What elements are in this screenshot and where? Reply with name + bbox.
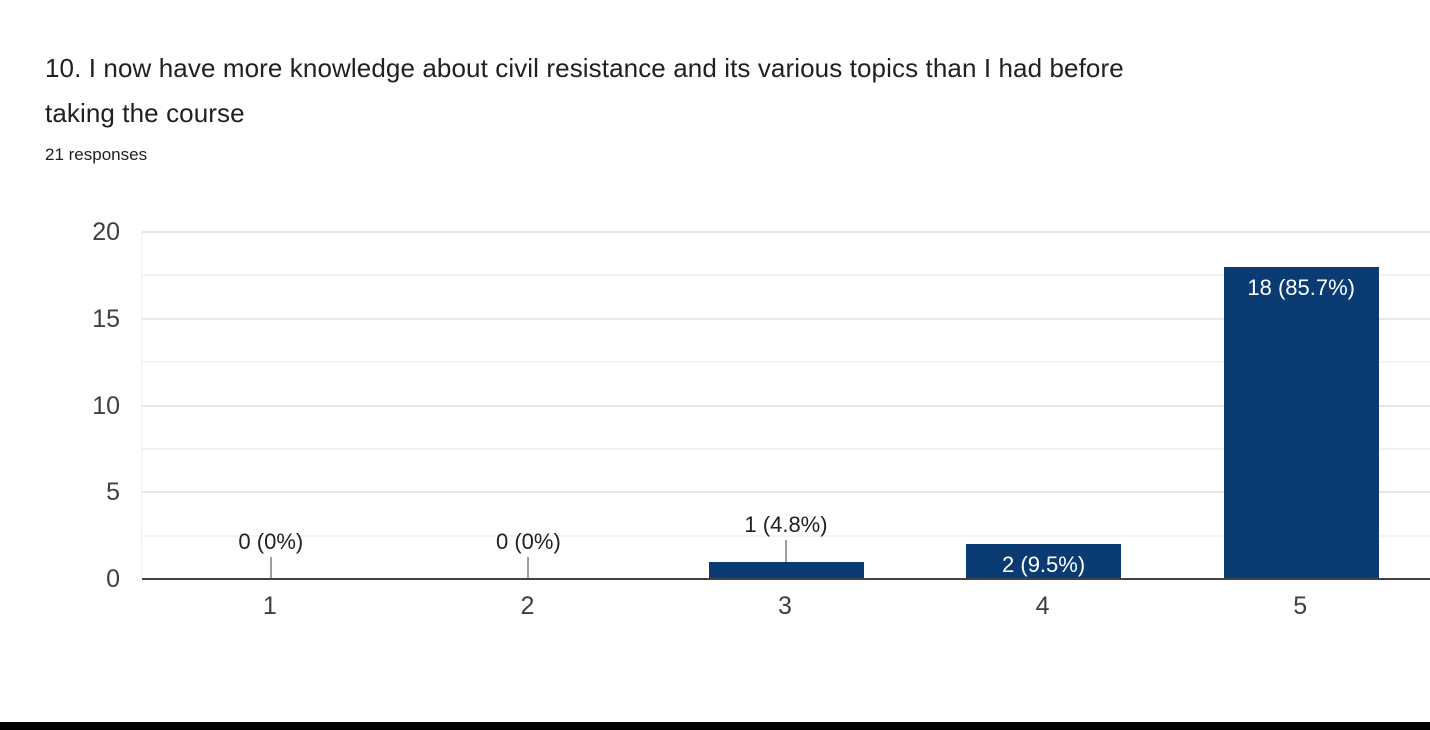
x-tick-label: 2	[520, 592, 535, 620]
label-leader-line	[527, 557, 530, 579]
label-leader-line	[269, 557, 272, 579]
gridline-minor	[142, 274, 1430, 277]
bar-value-label: 2 (9.5%)	[1002, 552, 1086, 578]
x-tick-label: 3	[778, 592, 792, 620]
y-tick-label: 10	[92, 391, 120, 420]
responses-count: 21 responses	[45, 145, 148, 164]
label-leader-line	[785, 539, 787, 562]
x-tick-label: 5	[1293, 592, 1308, 620]
gridline-major	[142, 404, 1430, 407]
y-tick-label: 0	[106, 565, 120, 593]
x-axis-baseline	[142, 578, 1430, 580]
plot-area: 0 (0%) 0 (0%) 1 (4.8%) 2 (9.5%) 18 (85.7%)	[141, 231, 1430, 580]
x-tick-label: 4	[1035, 592, 1050, 620]
bar-value-label: 0 (0%)	[238, 529, 304, 554]
y-tick-label: 15	[92, 304, 120, 333]
gridline-minor	[142, 447, 1430, 450]
gridline-minor	[142, 361, 1430, 364]
bar-category-3	[708, 561, 864, 579]
gridline-major	[142, 317, 1430, 320]
y-tick-label: 5	[106, 478, 120, 507]
bar-value-label: 1 (4.8%)	[744, 511, 828, 537]
question-title-line-1: 10. I now have more knowledge about civi…	[45, 53, 1124, 83]
y-tick-label: 20	[92, 218, 120, 246]
bar-category-4	[966, 544, 1122, 579]
question-title-line-2: taking the course	[45, 98, 245, 128]
bar-category-5	[1223, 266, 1379, 579]
bar-value-label: 18 (85.7%)	[1247, 274, 1355, 300]
bar-value-label: 0 (0%)	[495, 529, 561, 554]
question-title: 10. I now have more knowledge about civi…	[45, 46, 1124, 136]
gridline-major	[142, 231, 1430, 233]
x-tick-label: 1	[262, 592, 277, 620]
gridline-minor	[142, 534, 1430, 537]
gridline-major	[142, 491, 1430, 494]
bottom-window-edge	[0, 722, 1430, 730]
